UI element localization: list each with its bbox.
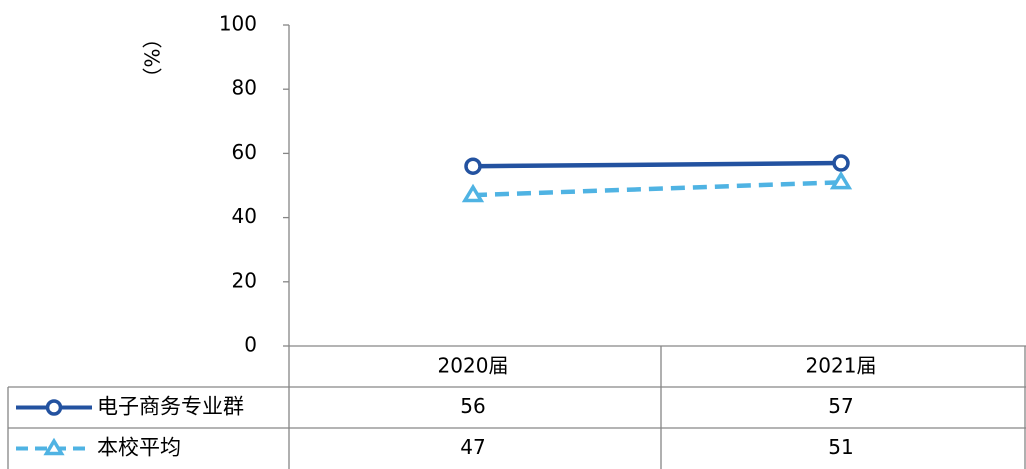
- data-table-rows: 电子商务专业群 56 57 本校平均 47 51: [16, 394, 854, 460]
- y-tick-label: 20: [232, 268, 257, 292]
- series-lines: [472, 160, 842, 198]
- y-axis-label-text: （%）: [140, 28, 164, 87]
- series-line: [472, 160, 842, 169]
- y-tick-label: 40: [232, 204, 257, 228]
- triangle-marker: [829, 170, 853, 190]
- data-value-label: 56: [460, 394, 485, 418]
- category-labels: 2020届 2021届: [438, 354, 877, 378]
- series-name-label: 电子商务专业群: [97, 395, 244, 419]
- category-label: 2021届: [806, 354, 877, 378]
- series-line: [472, 180, 842, 198]
- series-markers: [461, 154, 853, 203]
- y-tick-labels: 0 20 40 60 80 100: [219, 12, 257, 357]
- data-value-label: 51: [828, 435, 853, 459]
- data-value-label: 57: [828, 394, 853, 418]
- y-tick-label: 60: [232, 140, 257, 164]
- y-axis-label: （%）: [140, 28, 164, 87]
- circle-marker: [832, 154, 850, 172]
- circle-marker: [464, 157, 482, 175]
- data-table-grid: [7, 345, 1026, 469]
- circle-marker: [45, 399, 63, 416]
- series-name-label: 本校平均: [97, 436, 181, 460]
- triangle-marker: [43, 437, 65, 456]
- y-tick-label: 80: [232, 76, 257, 100]
- data-value-label: 47: [460, 435, 485, 459]
- y-tick-label: 100: [219, 12, 257, 36]
- category-label: 2020届: [438, 354, 509, 378]
- y-ticks: [283, 24, 289, 347]
- triangle-marker: [461, 183, 485, 203]
- y-tick-label: 0: [244, 333, 257, 357]
